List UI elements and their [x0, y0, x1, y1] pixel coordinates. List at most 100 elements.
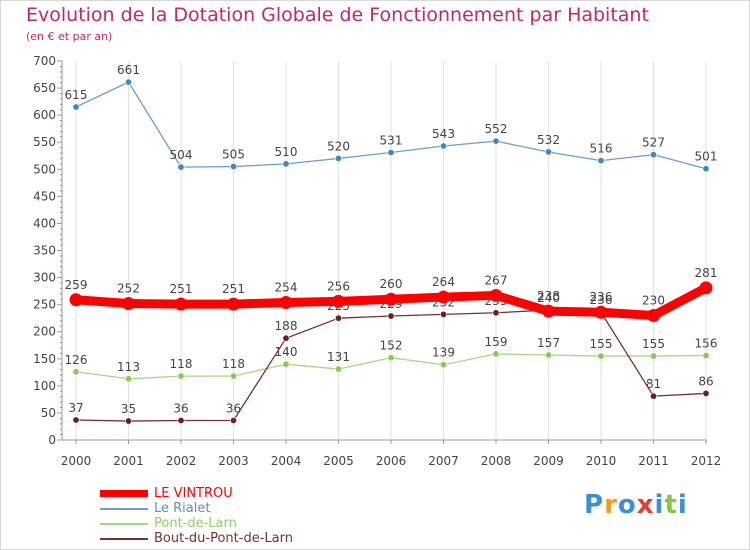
y-minor-tick — [60, 147, 62, 149]
data-label-bout-du-pont-de-larn: 236 — [590, 293, 613, 307]
data-label-le-rialet: 505 — [222, 148, 245, 162]
chart-legend: LE VINTROU Le Rialet Pont-de-Larn Bout-d… — [100, 486, 293, 546]
y-minor-tick — [60, 201, 62, 203]
y-minor-tick — [60, 212, 62, 214]
data-label-le-vintrou: 254 — [275, 280, 298, 294]
data-point-pont-de-larn — [230, 372, 238, 380]
y-tick-label: 50 — [41, 406, 56, 420]
data-label-pont-de-larn: 139 — [432, 346, 455, 360]
y-minor-tick — [60, 217, 62, 219]
data-label-le-rialet: 516 — [590, 142, 613, 156]
data-point-bout-du-pont-de-larn — [72, 416, 80, 424]
y-tick-label: 100 — [33, 379, 56, 393]
data-point-le-rialet — [230, 163, 238, 171]
y-minor-tick — [60, 65, 62, 67]
data-point-le-rialet — [544, 148, 552, 156]
data-label-le-rialet: 520 — [327, 139, 350, 153]
y-minor-tick — [60, 314, 62, 316]
data-label-le-vintrou: 236 — [590, 290, 613, 304]
data-point-pont-de-larn — [72, 368, 80, 376]
data-label-le-rialet: 501 — [695, 150, 718, 164]
data-label-pont-de-larn: 140 — [275, 345, 298, 359]
data-point-pont-de-larn — [649, 352, 657, 360]
y-tick-label: 500 — [33, 162, 56, 176]
data-label-pont-de-larn: 131 — [327, 350, 350, 364]
y-minor-tick — [60, 347, 62, 349]
data-label-le-rialet: 552 — [485, 122, 508, 136]
data-label-le-vintrou: 252 — [117, 282, 140, 296]
data-point-le-vintrou — [69, 293, 83, 307]
data-label-pont-de-larn: 152 — [380, 339, 403, 353]
y-minor-tick — [60, 136, 62, 138]
y-tick-label: 200 — [33, 325, 56, 339]
data-label-le-rialet: 661 — [117, 63, 140, 77]
chart-subtitle: (en € et par an) — [26, 30, 113, 43]
y-minor-tick — [60, 233, 62, 235]
y-tick-label: 0 — [48, 433, 56, 447]
data-point-le-vintrou — [594, 305, 608, 319]
legend-item-le-vintrou: LE VINTROU — [100, 486, 293, 501]
data-label-le-rialet: 543 — [432, 127, 455, 141]
data-label-bout-du-pont-de-larn: 36 — [173, 402, 188, 416]
y-minor-tick — [60, 379, 62, 381]
data-label-bout-du-pont-de-larn: 188 — [275, 319, 298, 333]
data-label-bout-du-pont-de-larn: 35 — [121, 402, 136, 416]
data-label-le-rialet: 532 — [537, 133, 560, 147]
y-minor-tick — [60, 369, 62, 371]
y-tick-label: 700 — [33, 54, 56, 68]
data-label-le-vintrou: 251 — [222, 282, 245, 296]
data-point-pont-de-larn — [702, 352, 710, 360]
x-tick-label: 2008 — [481, 454, 512, 468]
y-tick-label: 350 — [33, 244, 56, 258]
x-tick-label: 2002 — [166, 454, 197, 468]
logo-letter: i — [654, 490, 665, 520]
y-minor-tick — [60, 190, 62, 192]
y-minor-tick — [60, 352, 62, 354]
y-minor-tick — [60, 374, 62, 376]
data-point-bout-du-pont-de-larn — [177, 417, 185, 425]
data-label-le-vintrou: 251 — [170, 282, 193, 296]
data-point-pont-de-larn — [282, 360, 290, 368]
y-minor-tick — [60, 417, 62, 419]
data-point-bout-du-pont-de-larn — [492, 309, 500, 317]
x-tick-label: 2003 — [218, 454, 249, 468]
data-point-le-rialet — [702, 165, 710, 173]
y-minor-tick — [60, 185, 62, 187]
legend-label-le-rialet: Le Rialet — [154, 501, 211, 516]
data-label-le-vintrou: 238 — [537, 289, 560, 303]
y-minor-tick — [60, 390, 62, 392]
y-minor-tick — [60, 298, 62, 300]
legend-label-pont-de-larn: Pont-de-Larn — [154, 516, 237, 531]
data-point-bout-du-pont-de-larn — [230, 417, 238, 425]
x-tick-label: 2010 — [586, 454, 617, 468]
data-label-pont-de-larn: 155 — [590, 337, 613, 351]
data-point-le-vintrou — [279, 295, 293, 309]
data-label-le-rialet: 527 — [642, 136, 665, 150]
data-point-le-vintrou — [489, 288, 503, 302]
y-minor-tick — [60, 255, 62, 257]
data-point-le-vintrou — [227, 297, 240, 311]
legend-swatch-le-vintrou — [100, 490, 148, 497]
y-minor-tick — [60, 98, 62, 100]
x-tick-label: 2011 — [638, 454, 669, 468]
data-label-pont-de-larn: 118 — [170, 357, 193, 371]
y-minor-tick — [60, 336, 62, 338]
y-minor-tick — [60, 396, 62, 398]
data-label-bout-du-pont-de-larn: 36 — [226, 402, 241, 416]
y-minor-tick — [60, 179, 62, 181]
data-label-le-vintrou: 264 — [432, 275, 455, 289]
data-point-bout-du-pont-de-larn — [282, 334, 290, 342]
y-tick-label: 250 — [33, 298, 56, 312]
y-minor-tick — [60, 293, 62, 295]
data-label-bout-du-pont-de-larn: 86 — [698, 374, 713, 388]
y-minor-tick — [60, 109, 62, 111]
data-label-pont-de-larn: 159 — [485, 335, 508, 349]
data-point-bout-du-pont-de-larn — [439, 310, 447, 318]
data-point-pont-de-larn — [597, 352, 605, 360]
y-minor-tick — [60, 239, 62, 241]
x-tick-label: 2007 — [428, 454, 459, 468]
data-point-le-rialet — [282, 160, 290, 168]
y-minor-tick — [60, 228, 62, 230]
y-minor-tick — [60, 71, 62, 73]
data-point-le-rialet — [492, 137, 500, 145]
